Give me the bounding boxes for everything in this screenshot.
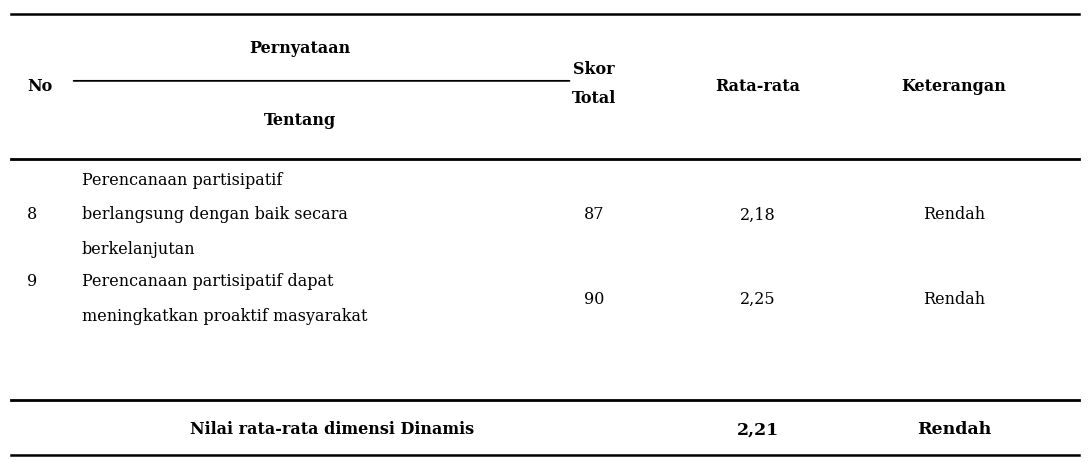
Text: 8: 8: [27, 207, 37, 223]
Text: Perencanaan partisipatif: Perencanaan partisipatif: [82, 172, 282, 188]
Text: berkelanjutan: berkelanjutan: [82, 241, 195, 258]
Text: Pernyataan: Pernyataan: [250, 40, 350, 57]
Text: 9: 9: [27, 274, 37, 290]
Text: berlangsung dengan baik secara: berlangsung dengan baik secara: [82, 207, 348, 223]
Text: Keterangan: Keterangan: [901, 78, 1006, 95]
Text: meningkatkan proaktif masyarakat: meningkatkan proaktif masyarakat: [82, 308, 367, 325]
Text: 2,21: 2,21: [737, 421, 778, 438]
Text: No: No: [27, 78, 52, 95]
Text: 2,18: 2,18: [740, 207, 775, 223]
Text: Nilai rata-rata dimensi Dinamis: Nilai rata-rata dimensi Dinamis: [191, 421, 474, 438]
Text: Rendah: Rendah: [923, 207, 984, 223]
Text: 2,25: 2,25: [740, 291, 775, 308]
Text: Rendah: Rendah: [917, 421, 991, 438]
Text: 90: 90: [584, 291, 604, 308]
Text: Tentang: Tentang: [264, 112, 336, 128]
Text: 87: 87: [584, 207, 604, 223]
Text: Rendah: Rendah: [923, 291, 984, 308]
Text: Rata-rata: Rata-rata: [715, 78, 800, 95]
Text: Total: Total: [572, 90, 616, 107]
Text: Skor: Skor: [573, 61, 615, 78]
Text: Perencanaan partisipatif dapat: Perencanaan partisipatif dapat: [82, 274, 334, 290]
